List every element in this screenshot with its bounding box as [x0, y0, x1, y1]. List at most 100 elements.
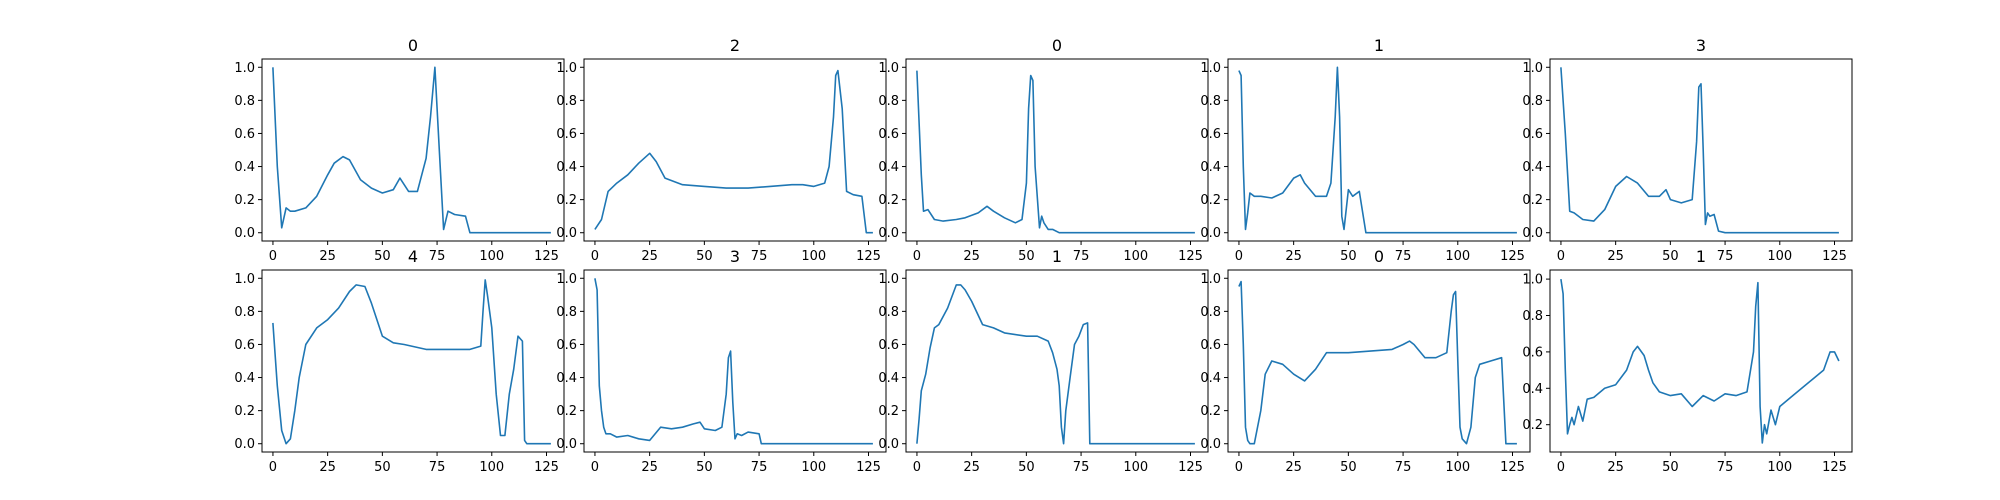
x-tick-label: 0	[1557, 249, 1565, 264]
x-tick-label: 75	[751, 460, 768, 475]
x-tick-label: 75	[1717, 460, 1734, 475]
y-tick-label: 1.0	[878, 61, 899, 76]
series-line	[1560, 67, 1839, 234]
y-tick-label: 0.6	[234, 338, 255, 353]
axes-frame	[905, 58, 1209, 242]
y-tick-label: 1.0	[1200, 272, 1221, 287]
axes-frame	[261, 269, 565, 453]
x-tick-label: 75	[429, 460, 446, 475]
axes-frame	[1227, 269, 1531, 453]
x-tick-label: 50	[1662, 249, 1679, 264]
x-tick-label: 50	[1018, 460, 1035, 475]
y-tick-label: 0.8	[1522, 94, 1543, 109]
y-tick-label: 0.4	[878, 160, 899, 175]
subplot-4: 3 0 25 50 75 100 125 0.0 0.2 0.4 0.6 0.8 1.0	[1522, 36, 1853, 264]
y-tick-label: 0.4	[1200, 160, 1221, 175]
x-tick-label: 25	[1285, 460, 1302, 475]
x-tick-label: 100	[801, 460, 826, 475]
y-tick-label: 1.0	[556, 61, 577, 76]
y-tick-label: 1.0	[1522, 61, 1543, 76]
x-tick-label: 75	[1717, 249, 1734, 264]
y-tick-label: 0.8	[556, 305, 577, 320]
x-tick-label: 50	[1662, 460, 1679, 475]
x-tick-label: 75	[1395, 460, 1412, 475]
x-tick-label: 0	[269, 460, 277, 475]
y-tick-label: 0.4	[556, 371, 577, 386]
y-tick-label: 0.4	[234, 371, 255, 386]
y-tick-label: 0.0	[234, 437, 255, 452]
y-tick-label: 0.0	[234, 226, 255, 241]
y-tick-label: 1.0	[1522, 273, 1543, 288]
x-tick-label: 25	[963, 460, 980, 475]
subplot-title: 0	[408, 36, 418, 55]
y-tick-label: 0.0	[878, 226, 899, 241]
subplot-7: 1 0 25 50 75 100 125 0.0 0.2 0.4 0.6 0.8 1.0	[878, 247, 1209, 475]
series-line	[1560, 278, 1840, 444]
y-tick-label: 1.0	[878, 272, 899, 287]
subplot-2: 0 0 25 50 75 100 125 0.0 0.2 0.4 0.6 0.8 1.0	[878, 36, 1209, 264]
y-tick-label: 0.2	[1522, 193, 1543, 208]
y-tick-label: 0.0	[556, 437, 577, 452]
x-tick-label: 0	[591, 460, 599, 475]
x-tick-label: 100	[1445, 460, 1470, 475]
subplot-6: 3 0 25 50 75 100 125 0.0 0.2 0.4 0.6 0.8 1.0	[556, 247, 887, 475]
series-line	[594, 69, 873, 234]
x-tick-label: 50	[1340, 249, 1357, 264]
subplot-9: 1 0 25 50 75 100 125 0.2 0.4 0.6 0.8 1.0	[1522, 247, 1853, 475]
y-tick-label: 0.4	[1200, 371, 1221, 386]
x-tick-label: 75	[1073, 249, 1090, 264]
series-line	[594, 278, 873, 445]
x-tick-label: 50	[1340, 460, 1357, 475]
x-tick-label: 75	[1073, 460, 1090, 475]
x-tick-label: 0	[913, 249, 921, 264]
y-tick-label: 0.2	[234, 404, 255, 419]
y-tick-label: 0.2	[1522, 418, 1543, 433]
x-tick-label: 25	[1285, 249, 1302, 264]
x-tick-label: 125	[1178, 249, 1203, 264]
x-tick-label: 75	[1395, 249, 1412, 264]
x-tick-label: 100	[1123, 460, 1148, 475]
x-tick-label: 100	[1123, 249, 1148, 264]
subplot-title: 3	[730, 247, 740, 266]
y-tick-label: 0.8	[1200, 94, 1221, 109]
subplot-title: 3	[1696, 36, 1706, 55]
x-tick-label: 0	[913, 460, 921, 475]
x-tick-label: 125	[856, 249, 881, 264]
x-tick-label: 25	[641, 249, 658, 264]
x-tick-label: 100	[801, 249, 826, 264]
x-tick-label: 100	[1445, 249, 1470, 264]
x-tick-label: 50	[374, 460, 391, 475]
y-tick-label: 0.0	[878, 437, 899, 452]
axes-frame	[1549, 58, 1853, 242]
subplot-8: 0 0 25 50 75 100 125 0.0 0.2 0.4 0.6 0.8 1.0	[1200, 247, 1531, 475]
subplot-title: 1	[1696, 247, 1706, 266]
series-line	[272, 66, 551, 234]
x-tick-label: 125	[1822, 460, 1847, 475]
y-tick-label: 0.6	[556, 127, 577, 142]
y-tick-label: 0.8	[234, 94, 255, 109]
x-tick-label: 125	[1500, 460, 1525, 475]
y-tick-label: 0.2	[234, 193, 255, 208]
x-tick-label: 75	[751, 249, 768, 264]
y-tick-label: 0.2	[1200, 193, 1221, 208]
axes-frame	[905, 269, 1209, 453]
subplot-title: 1	[1374, 36, 1384, 55]
y-tick-label: 1.0	[556, 272, 577, 287]
x-tick-label: 0	[591, 249, 599, 264]
subplot-title: 0	[1052, 36, 1062, 55]
x-tick-label: 75	[429, 249, 446, 264]
series-line	[1238, 66, 1517, 234]
x-tick-label: 25	[963, 249, 980, 264]
y-tick-label: 1.0	[1200, 61, 1221, 76]
x-tick-label: 25	[319, 460, 336, 475]
subplot-title: 4	[408, 247, 418, 266]
series-line	[916, 284, 1195, 445]
x-tick-label: 125	[1500, 249, 1525, 264]
x-tick-label: 100	[479, 460, 504, 475]
y-tick-label: 0.2	[1200, 404, 1221, 419]
subplot-title: 0	[1374, 247, 1384, 266]
x-tick-label: 25	[1607, 249, 1624, 264]
y-tick-label: 0.0	[1522, 226, 1543, 241]
x-tick-label: 0	[1235, 460, 1243, 475]
